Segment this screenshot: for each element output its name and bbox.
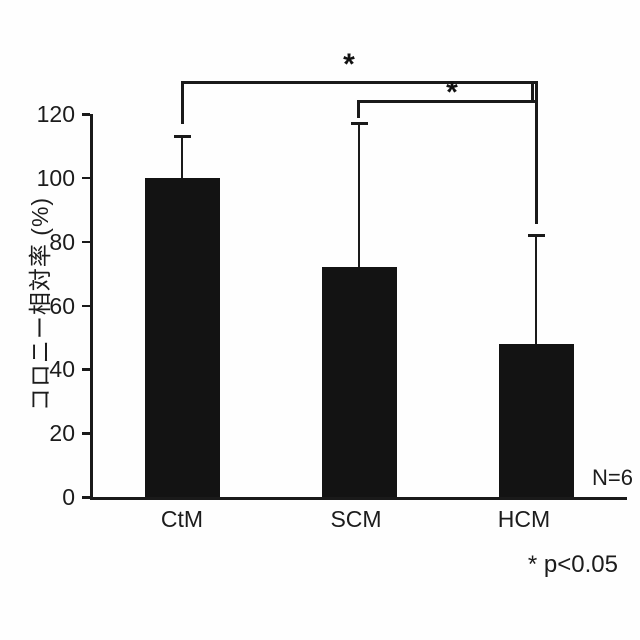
- significance-asterisk: *: [446, 76, 458, 109]
- y-tick: [82, 113, 90, 116]
- y-axis-line: [90, 114, 93, 500]
- y-tick-label: 0: [62, 484, 75, 510]
- significance-bracket-left-drop: [181, 81, 184, 124]
- y-tick-label: 100: [36, 164, 75, 191]
- y-tick: [82, 368, 90, 371]
- x-axis-line: [90, 497, 627, 500]
- bar: [498, 343, 574, 497]
- error-bar-cap: [350, 122, 368, 126]
- error-bar-line: [180, 136, 184, 178]
- y-tick: [82, 176, 90, 180]
- y-tick: [82, 240, 90, 244]
- category-label: SCM: [330, 506, 382, 532]
- significance-bracket-right-drop: [535, 81, 538, 224]
- error-bar-line: [534, 235, 538, 344]
- error-bar-cap: [527, 233, 545, 237]
- y-tick-label: 80: [49, 228, 75, 255]
- significance-bracket-left-drop: [357, 100, 360, 118]
- significance-note: * p<0.05: [527, 551, 618, 578]
- significance-bracket-horizontal: [181, 81, 538, 84]
- bar: [144, 177, 220, 497]
- error-bar-line: [357, 123, 361, 268]
- y-tick-label: 40: [49, 356, 75, 383]
- category-label: HCM: [497, 506, 551, 532]
- significance-bracket-horizontal: [357, 100, 538, 103]
- y-tick-label: 20: [49, 420, 75, 447]
- y-tick: [82, 496, 90, 499]
- error-bar-cap: [173, 134, 191, 138]
- y-tick: [82, 432, 90, 435]
- category-label: CtM: [160, 506, 204, 532]
- sample-size-label: N=6: [592, 465, 633, 490]
- significance-asterisk: *: [343, 48, 355, 81]
- significance-bracket-corner-drop: [531, 81, 534, 103]
- y-tick-label: 60: [49, 292, 75, 319]
- y-tick: [82, 304, 90, 307]
- bar: [321, 267, 397, 497]
- y-tick-label: 120: [36, 101, 75, 127]
